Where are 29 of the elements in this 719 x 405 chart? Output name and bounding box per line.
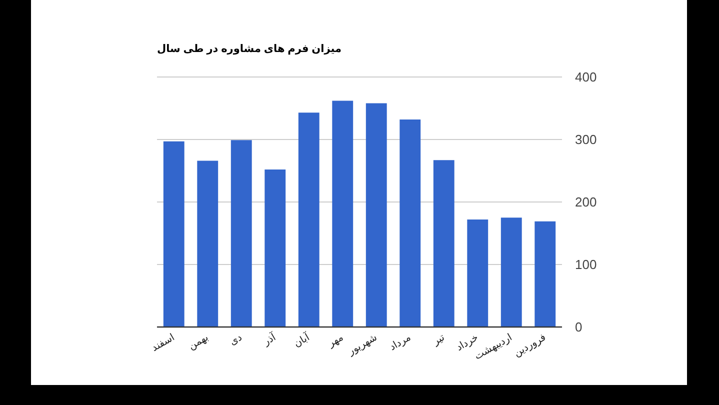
- x-tick-label: شهریور: [346, 332, 380, 358]
- y-tick-label: 400: [575, 70, 597, 84]
- y-tick-label: 100: [575, 257, 597, 272]
- x-tick-label: بهمن: [186, 332, 210, 352]
- bar: [332, 100, 354, 327]
- x-tick-label: خرداد: [454, 332, 480, 354]
- bar: [197, 160, 218, 327]
- bar: [534, 221, 556, 327]
- bar: [230, 140, 252, 327]
- bar: [298, 112, 320, 327]
- x-tick-label: آذر: [260, 330, 279, 348]
- y-tick-label: 200: [575, 194, 597, 210]
- x-tick-label: آبان: [291, 330, 313, 350]
- x-tick-label: فروردین: [512, 332, 548, 360]
- bar: [433, 160, 454, 327]
- y-tick-label: 300: [575, 132, 597, 147]
- x-tick-label: مهر: [326, 332, 346, 350]
- bar: [366, 103, 387, 327]
- bar: [264, 170, 286, 327]
- chart-title: میزان فرم های مشاوره در طی سال: [157, 43, 342, 55]
- bar: [500, 218, 522, 327]
- x-tick-label: اسفند: [150, 332, 177, 354]
- x-tick-label: تیر: [430, 332, 447, 348]
- bar: [467, 220, 488, 327]
- y-tick-label: 0: [575, 320, 582, 334]
- bar: [163, 141, 184, 327]
- x-tick-label: مرداد: [388, 332, 413, 354]
- x-tick-label: دی: [228, 332, 244, 348]
- bar: [400, 120, 421, 327]
